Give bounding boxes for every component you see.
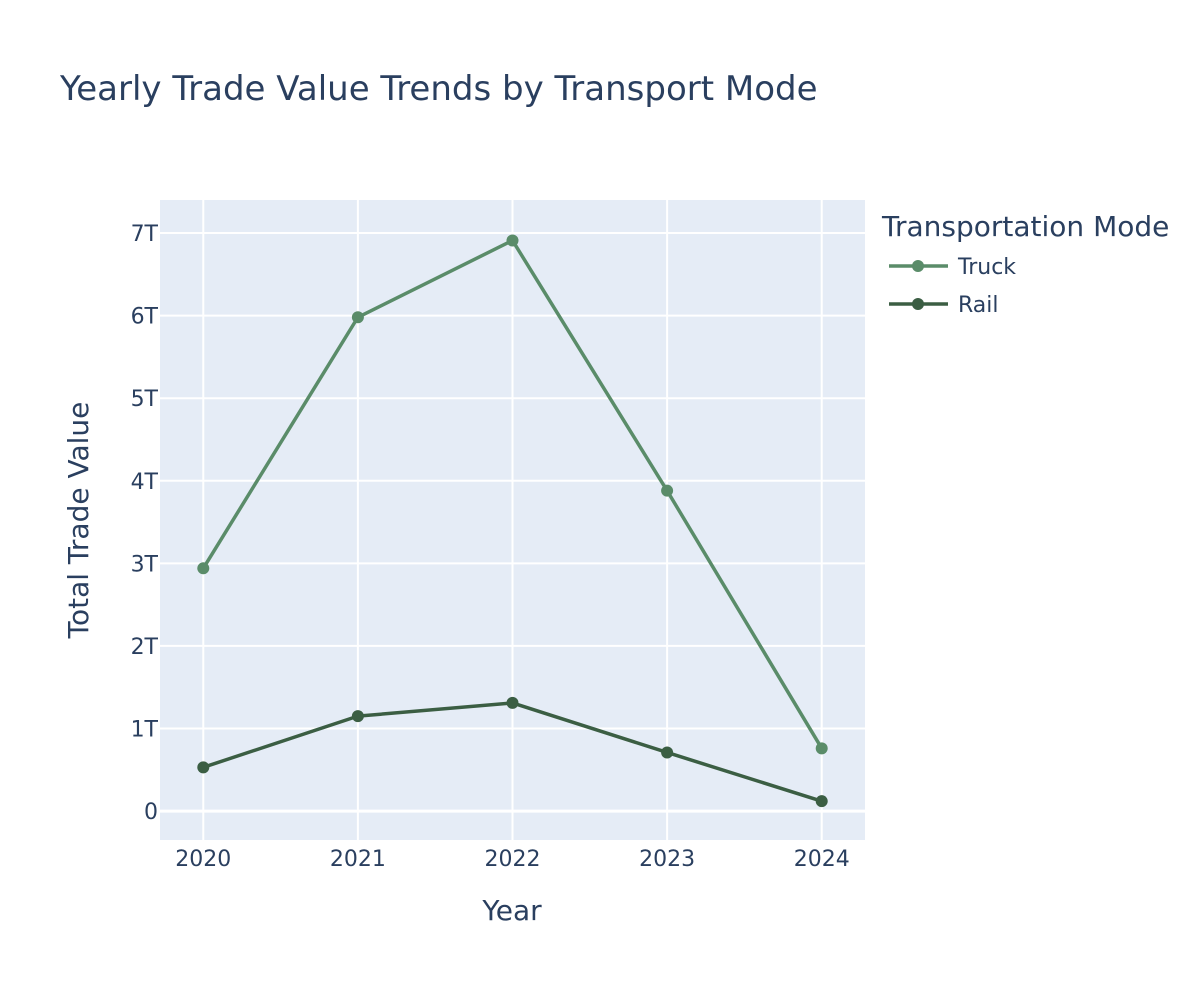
x-tick-label: 2020: [175, 847, 231, 872]
y-tick-label: 1T: [131, 718, 159, 743]
x-tick-label: 2021: [330, 847, 386, 872]
x-tick-label: 2022: [485, 847, 541, 872]
chart-title: Yearly Trade Value Trends by Transport M…: [59, 69, 818, 109]
y-axis-ticks: 0 1T 2T 3T 4T 5T 6T 7T: [131, 222, 159, 825]
point-rail-2024: [815, 795, 828, 808]
y-tick-label: 3T: [131, 552, 159, 577]
y-tick-label: 2T: [131, 635, 159, 660]
y-tick-label: 5T: [131, 387, 159, 412]
legend-items: Truck Rail: [889, 255, 1016, 318]
y-tick-label: 0: [144, 800, 158, 825]
point-truck-2020: [197, 562, 210, 575]
point-rail-2022: [506, 696, 519, 709]
point-truck-2022: [506, 234, 519, 247]
point-rail-2021: [351, 710, 364, 723]
series-layer: [197, 234, 828, 808]
x-axis-ticks: 2020 2021 2022 2023 2024: [175, 847, 849, 872]
point-truck-2021: [351, 311, 364, 324]
x-axis-label: Year: [481, 894, 542, 927]
y-tick-label: 6T: [131, 305, 159, 330]
point-rail-2023: [661, 746, 674, 759]
grid: [160, 200, 865, 840]
x-tick-label: 2024: [794, 847, 850, 872]
y-axis-label: Total Trade Value: [62, 402, 95, 640]
legend-swatch-marker-rail: [912, 298, 924, 310]
y-tick-label: 4T: [131, 470, 159, 495]
point-truck-2023: [661, 484, 674, 497]
point-truck-2024: [815, 742, 828, 755]
legend: Transportation Mode Truck Rail: [881, 210, 1169, 318]
legend-label-rail: Rail: [958, 293, 999, 318]
legend-label-truck: Truck: [957, 255, 1016, 280]
legend-title: Transportation Mode: [881, 210, 1169, 243]
y-tick-label: 7T: [131, 222, 159, 247]
legend-swatch-marker-truck: [912, 260, 924, 272]
x-tick-label: 2023: [639, 847, 695, 872]
point-rail-2020: [197, 761, 210, 774]
